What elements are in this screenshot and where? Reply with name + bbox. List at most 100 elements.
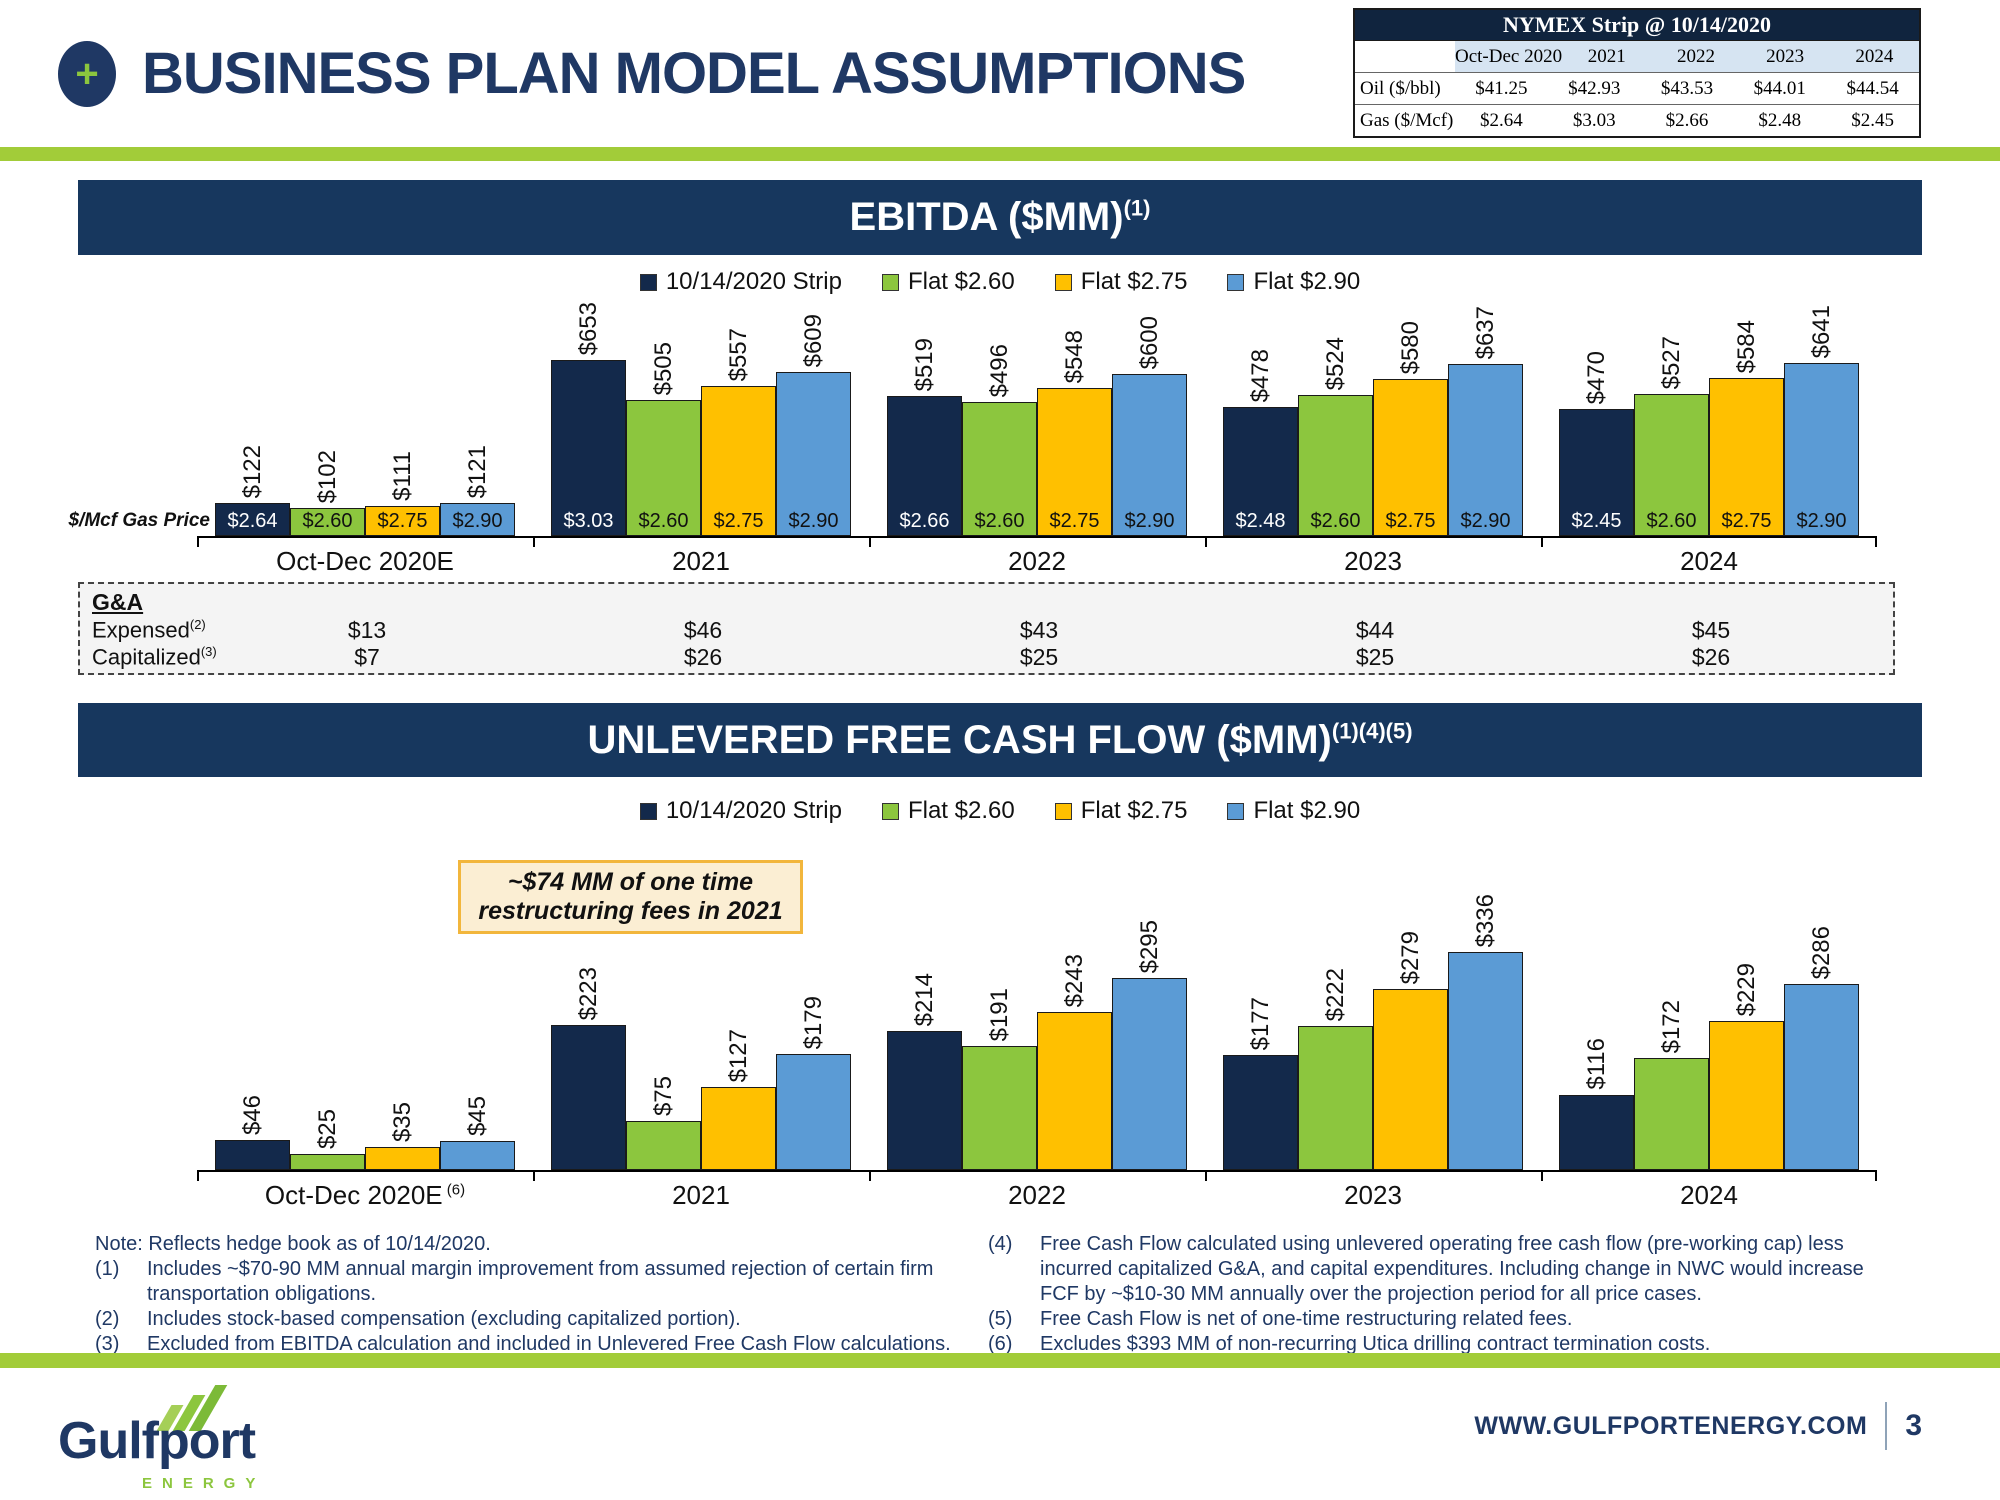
bar-value-label: $496 xyxy=(985,343,1013,397)
bar-gas-price-label: $2.75 xyxy=(1385,510,1436,532)
axis-tick xyxy=(1205,538,1207,547)
bar-gas-price-label: $2.90 xyxy=(1124,510,1175,532)
nymex-column-header: 2024 xyxy=(1829,41,1919,72)
bar: $2.60 xyxy=(1634,394,1709,536)
bar-column: $121 $2.90 xyxy=(440,445,515,536)
legend-label: 10/14/2020 Strip xyxy=(665,797,842,824)
axis-tick xyxy=(869,1172,871,1181)
legend-label: Flat $2.75 xyxy=(1080,797,1188,824)
bar: $2.60 xyxy=(626,400,701,536)
legend-item: Flat $2.90 xyxy=(1227,797,1360,825)
bar: $2.90 xyxy=(1112,374,1187,536)
legend-swatch xyxy=(1054,273,1072,291)
axis-tick xyxy=(533,1172,535,1181)
bar xyxy=(551,1025,626,1170)
bar xyxy=(440,1141,515,1170)
bar-value-label: $177 xyxy=(1246,996,1274,1050)
bar-value-label: $470 xyxy=(1582,350,1610,404)
bar-value-label: $102 xyxy=(313,449,341,503)
bar-gas-price-label: $2.90 xyxy=(788,510,839,532)
gna-label-superscript: (2) xyxy=(189,617,206,632)
footnotes-left: Note: Reflects hedge book as of 10/14/20… xyxy=(95,1232,960,1357)
accent-bar-top xyxy=(0,147,2000,161)
bar-column: $191 xyxy=(962,988,1037,1170)
bar-value-label: $527 xyxy=(1657,335,1685,389)
bar xyxy=(887,1031,962,1170)
footnote-number: (5) xyxy=(988,1308,1013,1330)
bar-gas-price-label: $2.75 xyxy=(713,510,764,532)
bar: $2.64 xyxy=(215,503,290,536)
ufcf-chart: ~$74 MM of one time restructuring fees i… xyxy=(197,840,1877,1181)
ebitda-section-header: EBITDA ($MM)(1) xyxy=(78,180,1922,255)
bar: $2.75 xyxy=(1709,378,1784,536)
gas-price-axis-label: $/Mcf Gas Price xyxy=(68,510,210,531)
legend-swatch xyxy=(1054,802,1072,820)
gna-row-label: Expensed(2) xyxy=(92,617,206,643)
bar-group: $122 $2.64 $102 $2.60 $111 $2.75 $121 $2.90 xyxy=(215,445,515,536)
bar xyxy=(365,1147,440,1170)
bar-value-label: $609 xyxy=(799,313,827,367)
bar-column: $637 $2.90 xyxy=(1448,306,1523,536)
gna-label-text: Capitalized xyxy=(92,644,201,670)
plus-icon: + xyxy=(58,40,116,107)
bar-column: $286 xyxy=(1784,926,1859,1170)
axis-tick xyxy=(197,538,199,547)
bar-gas-price-label: $2.75 xyxy=(1721,510,1772,532)
bar-column: $653 $3.03 xyxy=(551,302,626,536)
bar-column: $600 $2.90 xyxy=(1112,316,1187,536)
bar-value-label: $478 xyxy=(1246,348,1274,402)
bar-column: $524 $2.60 xyxy=(1298,337,1373,536)
plus-glyph: + xyxy=(75,51,99,96)
bar-value-label: $222 xyxy=(1321,967,1349,1021)
bar-value-label: $641 xyxy=(1807,304,1835,358)
bar-gas-price-label: $2.60 xyxy=(1646,510,1697,532)
footnote-number: (3) xyxy=(95,1333,120,1355)
bar: $3.03 xyxy=(551,360,626,536)
bar-value-label: $336 xyxy=(1471,893,1499,947)
bar xyxy=(215,1140,290,1170)
bar-column: $75 xyxy=(626,1076,701,1170)
bar-column: $25 xyxy=(290,1109,365,1170)
bar-gas-price-label: $2.90 xyxy=(1796,510,1847,532)
bar-value-label: $45 xyxy=(463,1095,491,1136)
bar-value-label: $214 xyxy=(910,972,938,1026)
bar-gas-price-label: $2.60 xyxy=(1310,510,1361,532)
nymex-value-cell: $43.53 xyxy=(1660,77,1714,99)
bar-column: $116 xyxy=(1559,1038,1634,1170)
category-text: 2022 xyxy=(1008,546,1066,576)
bar-value-label: $653 xyxy=(574,301,602,355)
nymex-column-header: Oct-Dec 2020 xyxy=(1455,41,1563,72)
category-text: 2024 xyxy=(1680,1180,1738,1210)
nymex-table-title: NYMEX Strip @ 10/14/2020 xyxy=(1355,10,1919,41)
bar: $2.75 xyxy=(701,386,776,536)
bar xyxy=(1634,1058,1709,1170)
bar-group: $46 $25 $35 $45 xyxy=(215,1095,515,1170)
axis-tick xyxy=(1541,1172,1543,1181)
bar-value-label: $557 xyxy=(724,327,752,381)
legend-item: Flat $2.75 xyxy=(1054,268,1187,296)
gna-row-label: Capitalized(3) xyxy=(92,644,217,670)
bar-value-label: $580 xyxy=(1396,320,1424,374)
bar-column: $179 xyxy=(776,996,851,1170)
bar-value-label: $191 xyxy=(985,987,1013,1041)
bar xyxy=(962,1046,1037,1170)
footnote-number: (6) xyxy=(988,1333,1013,1355)
bar-group: $177 $222 $279 $336 xyxy=(1223,894,1523,1170)
bar-gas-price-label: $2.75 xyxy=(1049,510,1100,532)
footer-right: WWW.GULFPORTENERGY.COM 3 xyxy=(1474,1402,1922,1450)
gna-heading: G&A xyxy=(92,589,144,615)
category-text: 2022 xyxy=(1008,1180,1066,1210)
restructuring-callout: ~$74 MM of one time restructuring fees i… xyxy=(458,860,803,934)
slide-header: + BUSINESS PLAN MODEL ASSUMPTIONS xyxy=(58,40,1246,107)
footnote: (6) Excludes $393 MM of non-recurring Uti… xyxy=(988,1332,1888,1357)
category-label: 2023 xyxy=(1223,546,1523,577)
ufcf-category-axis: Oct-Dec 2020E (6) 2021 2022 2023 2024 xyxy=(197,1180,1877,1211)
bar-column: $172 xyxy=(1634,1000,1709,1170)
bar: $2.90 xyxy=(1448,364,1523,536)
footnote-text: Note: Reflects hedge book as of 10/14/20… xyxy=(95,1233,491,1255)
gna-value: $25 xyxy=(1355,644,1395,670)
legend-swatch xyxy=(1227,802,1245,820)
bar xyxy=(776,1054,851,1170)
footnote: (1) Includes ~$70-90 MM annual margin imp… xyxy=(95,1257,960,1307)
legend-label: 10/14/2020 Strip xyxy=(665,268,842,295)
